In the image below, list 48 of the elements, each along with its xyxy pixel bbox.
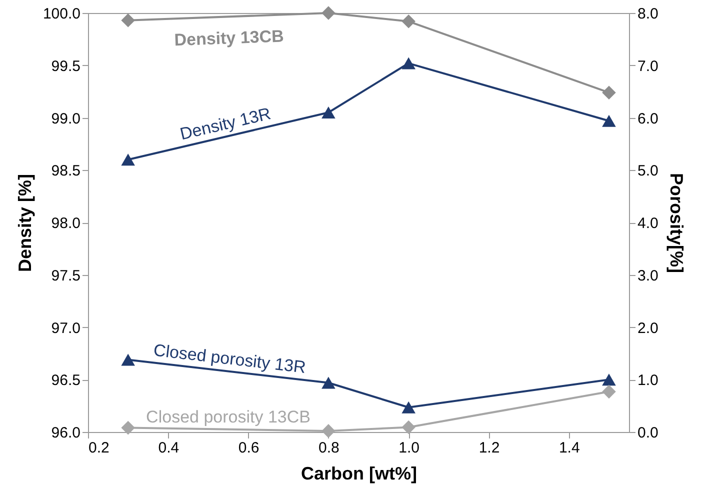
point [602,384,616,399]
y-axis-title: Density [%] [14,174,35,272]
y2-tick-label: 1.0 [638,372,658,390]
x-tick-label: 0.8 [318,440,340,456]
point [121,354,135,366]
x-axis-title: Carbon [wt%] [301,464,417,484]
point [402,57,416,70]
point [402,401,416,414]
y-tick-label: 97.5 [51,267,80,284]
y2-tick-label: 4.0 [638,215,658,232]
point [322,106,336,118]
point [602,114,616,127]
y2-tick-label: 2.0 [638,320,658,337]
y2-axis-title: Porosity[%] [666,172,686,274]
y-tick-label: 99.5 [51,58,80,75]
text: Closed porosity 13R [152,340,307,378]
series-label: Density 13CB [174,26,284,50]
y-tick-label: 99.0 [51,110,80,128]
y2-tick-label: 6.0 [638,110,658,128]
point [121,420,135,435]
y-tick-label: 100.0 [42,6,80,22]
x-tick-label: 0.4 [158,440,180,456]
y2-tick-label: 3.0 [638,267,658,284]
y2-tick-label: 7.0 [638,58,658,75]
point [322,376,336,389]
point [402,420,416,434]
point [602,86,616,100]
point [322,6,336,20]
point [402,14,416,28]
y-tick-label: 98.5 [51,162,80,180]
text: Density 13R [178,104,273,144]
x-tick-label: 0.6 [238,440,260,456]
series-label: Closed porosity 13CB [146,407,310,426]
point [602,374,616,386]
y2-tick-label: 0.0 [638,424,658,442]
x-tick-label: 1.0 [398,440,420,456]
y-tick-label: 96.5 [51,372,80,390]
x-tick-label: 1.4 [558,440,580,456]
point [121,13,135,28]
y2-tick-label: 5.0 [638,162,658,180]
y-tick-label: 98.0 [51,215,80,232]
x-tick-label: 0.2 [88,440,110,456]
y-tick-label: 96.0 [51,424,80,442]
point [121,154,135,166]
x-tick-label: 1.2 [478,440,500,456]
point [322,424,336,438]
y-tick-label: 97.0 [51,320,80,337]
y2-tick-label: 8.0 [638,6,658,22]
